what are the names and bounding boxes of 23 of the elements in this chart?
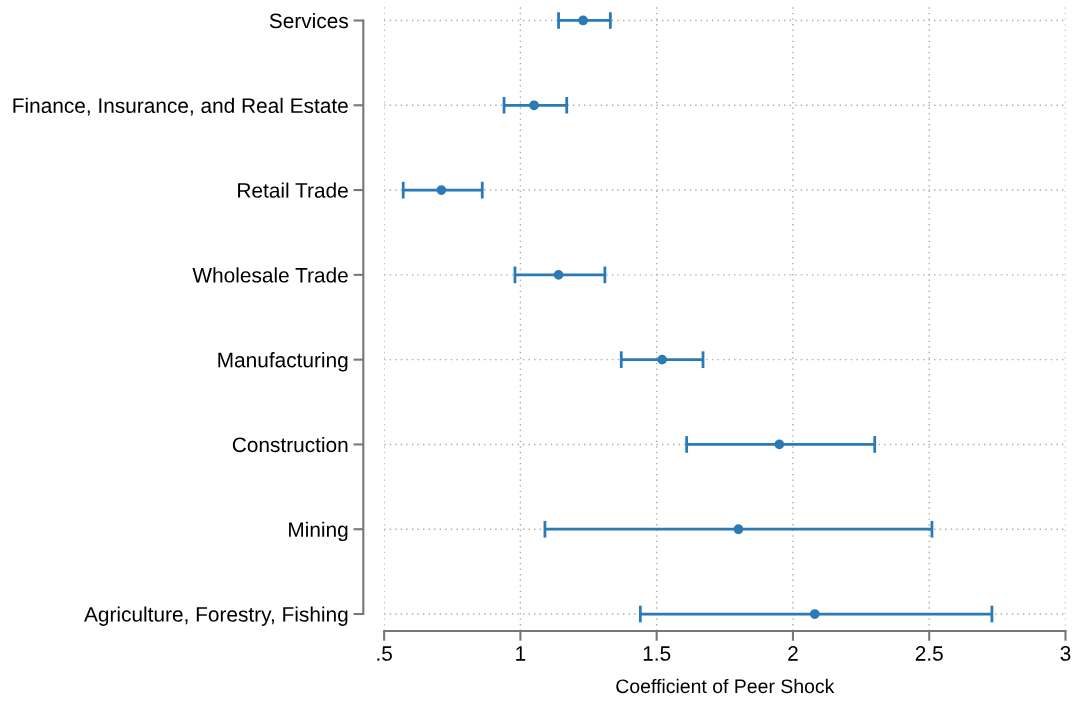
point (809, 609, 820, 619)
point (436, 185, 447, 195)
point (657, 354, 667, 365)
y-tick-label: Retail Trade (238, 182, 348, 198)
x-tick-label: 2 (788, 646, 798, 661)
point (529, 100, 539, 111)
y-tick-label: Construction (232, 436, 348, 453)
x-tick-label: 2.5 (915, 646, 943, 661)
y-tick-label: Wholesale Trade (192, 267, 348, 283)
x-tick-label: 1 (516, 646, 526, 661)
x-tick-label: .5 (377, 646, 392, 661)
point (733, 524, 744, 535)
point (578, 15, 588, 26)
y-tick-label: Finance, Insurance, and Real Estate (13, 97, 348, 116)
y-tick-label: Services (269, 12, 348, 29)
x-tick-label: 1.5 (643, 646, 671, 661)
y-tick-label: Mining (289, 521, 348, 542)
point (774, 439, 785, 450)
x-axis-title: Coefficient of Peer Shock (616, 678, 835, 694)
y-tick-label: Manufacturing (218, 352, 348, 372)
x-tick-label: 3 (1060, 646, 1071, 661)
y-tick-label: Agriculture, Forestry, Fishing (84, 606, 348, 626)
point (553, 269, 564, 280)
